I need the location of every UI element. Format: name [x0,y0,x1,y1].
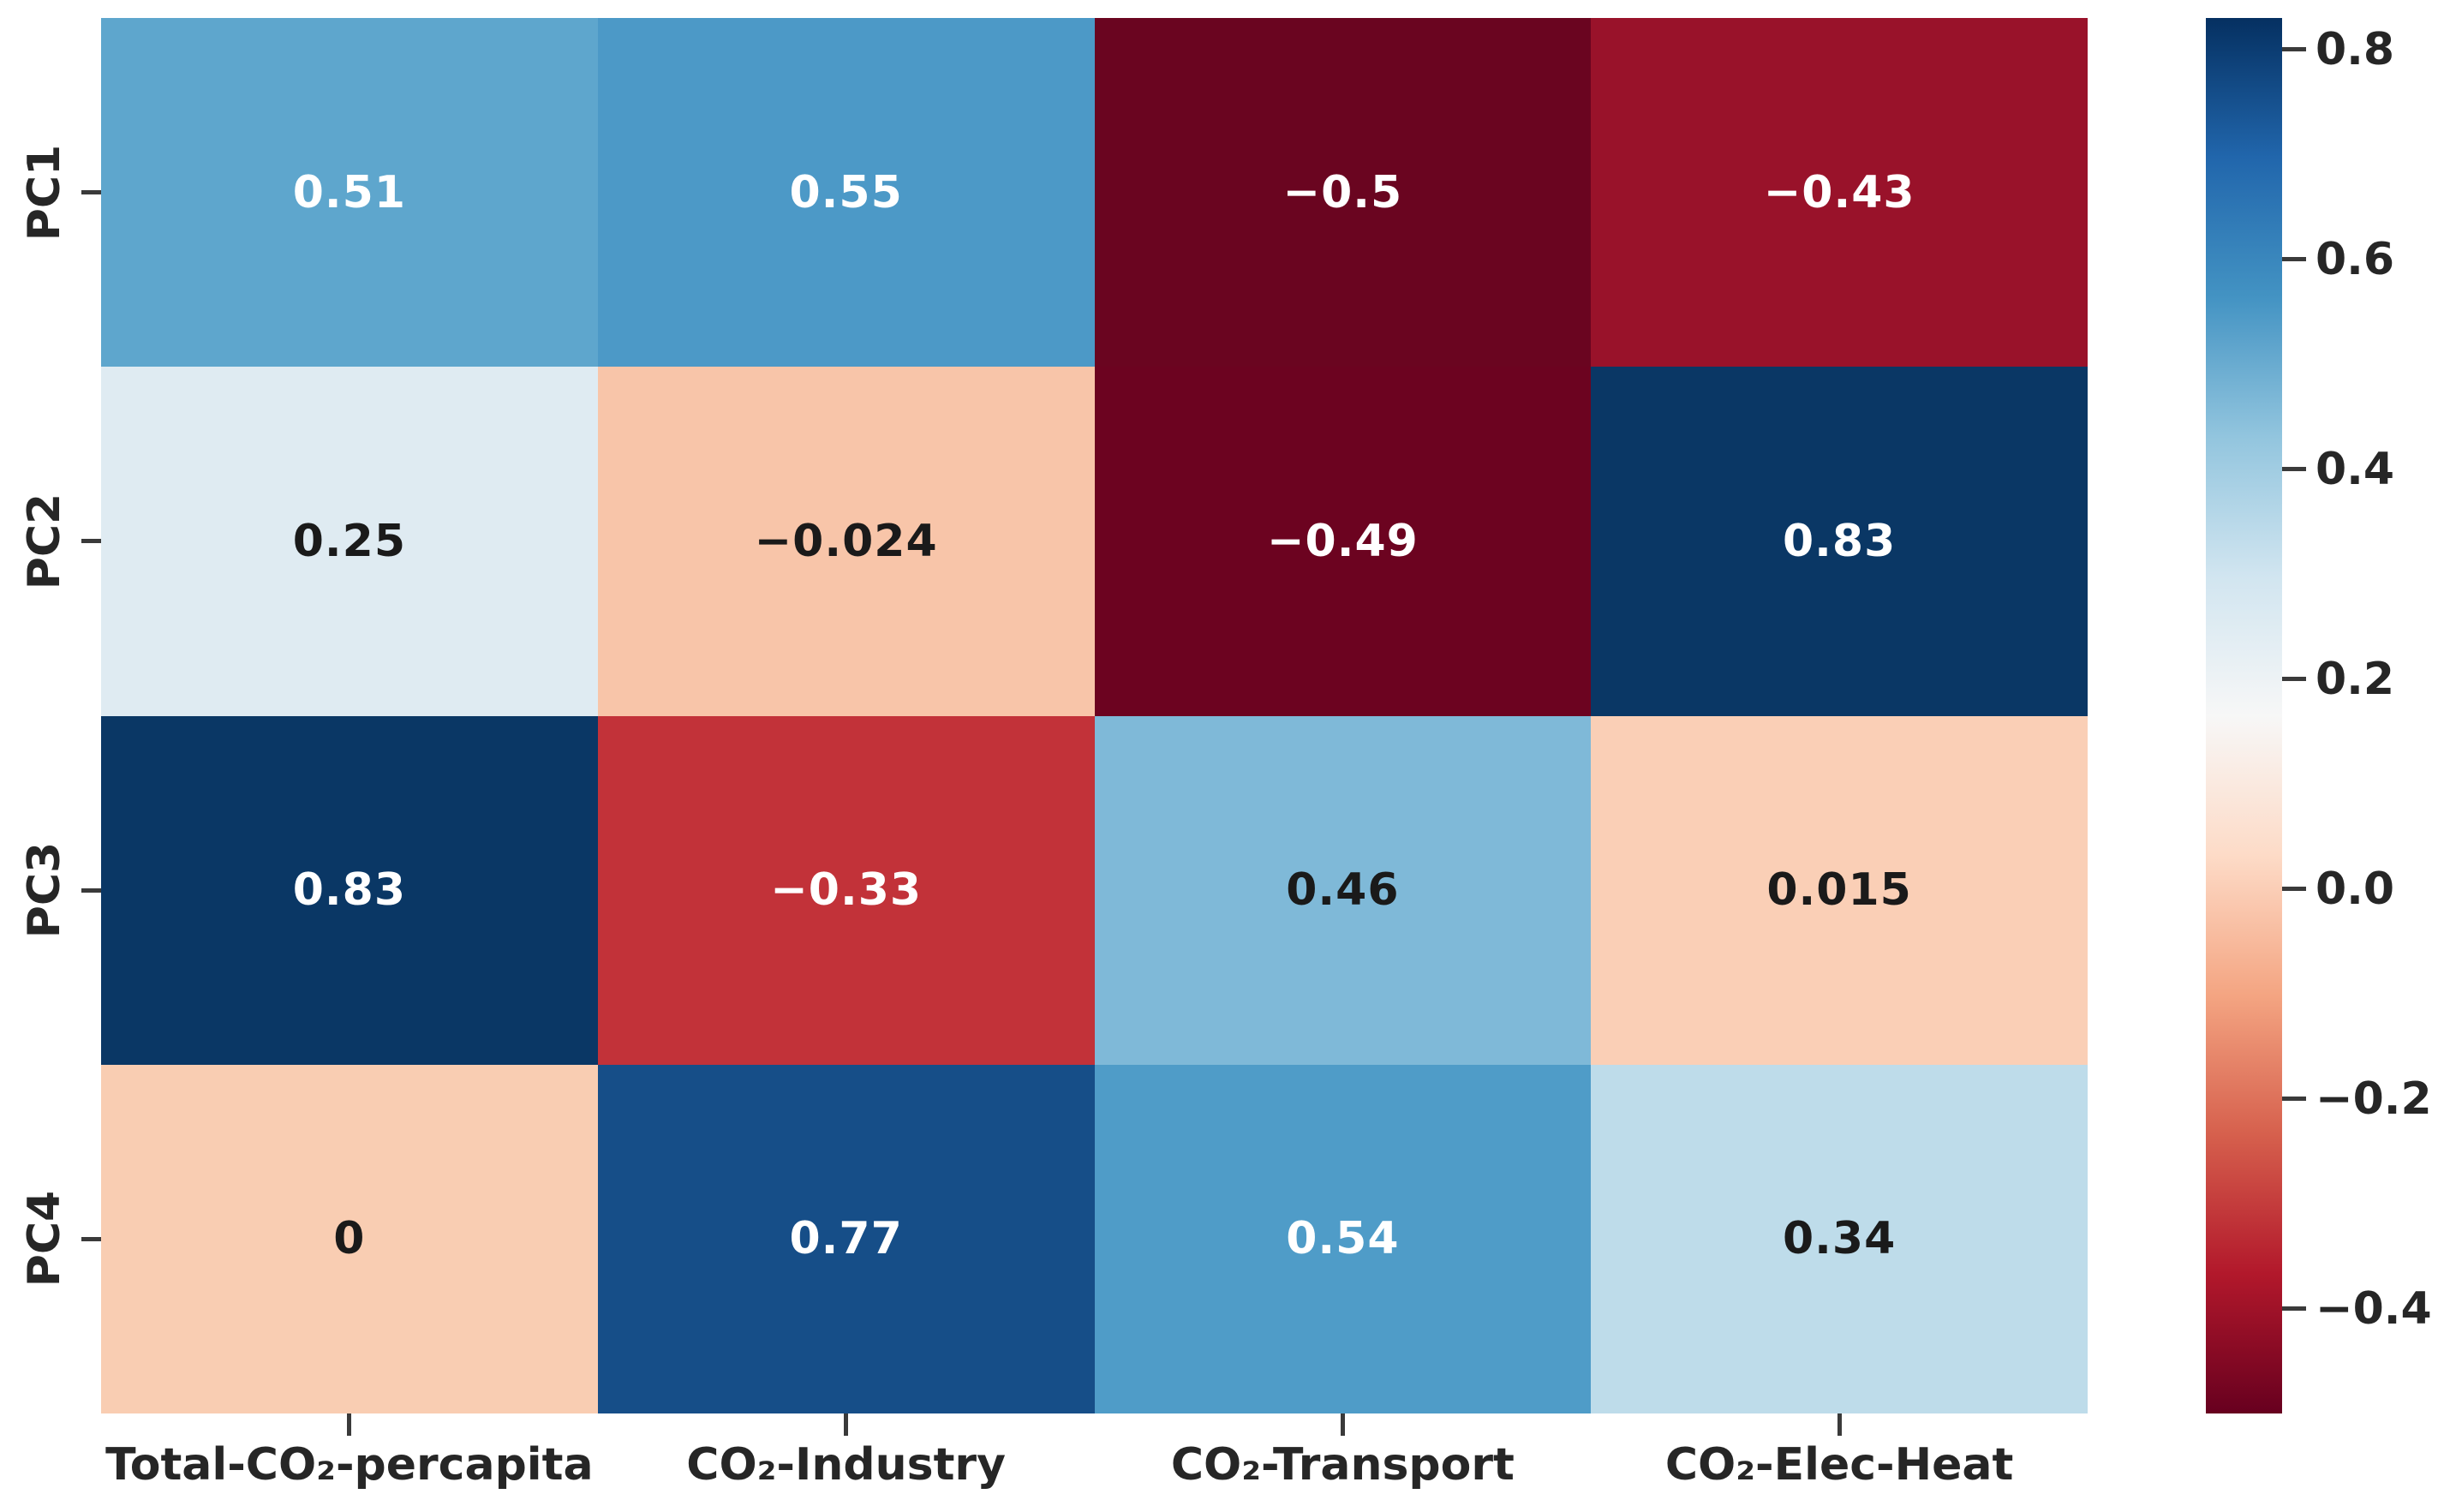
cell-value: 0.83 [1782,515,1897,567]
heatmap-cell: 0.51 [101,18,598,368]
x-tick-label: Total-CO₂-percapita [105,1439,594,1491]
cell-value: 0.46 [1286,864,1400,917]
cell-value: 0.34 [1782,1213,1897,1265]
cell-value: −0.5 [1282,166,1403,218]
x-tick [844,1413,849,1436]
heatmap-cell: −0.5 [1094,18,1592,368]
cell-value: −0.33 [770,864,923,917]
heatmap-cell: 0 [101,1064,598,1413]
colorbar-tick [2282,677,2306,682]
y-tick [81,539,101,544]
heatmap-cell: 0.25 [101,367,598,716]
colorbar-gradient [2206,18,2282,1413]
colorbar [2206,18,2282,1413]
cell-value: 0.55 [789,166,903,218]
colorbar-tick-label: 0.0 [2316,863,2395,915]
x-tick-label: CO₂-Industry [686,1439,1006,1491]
colorbar-tick-label: 0.2 [2316,653,2395,705]
x-tick [1837,1413,1842,1436]
heatmap-cell: −0.024 [597,367,1095,716]
colorbar-tick-label: 0.4 [2316,443,2395,495]
colorbar-tick [2282,257,2306,262]
heatmap-cell: 0.46 [1094,715,1592,1065]
colorbar-tick [2282,887,2306,892]
heatmap-cell: 0.54 [1094,1064,1592,1413]
cell-value: −0.49 [1266,515,1419,567]
y-tick [81,887,101,893]
y-tick [81,1236,101,1241]
heatmap-cell: 0.77 [597,1064,1095,1413]
colorbar-tick [2282,47,2306,52]
y-tick-label: PC4 [19,1191,70,1288]
heatmap-grid: 0.51 0.55 −0.5 −0.43 0.25 −0.024 −0.49 0.83 0.83… [101,18,2088,1413]
heatmap-cell: 0.83 [1591,367,2088,716]
y-tick [81,190,101,195]
x-tick [1340,1413,1345,1436]
heatmap-cell: −0.43 [1591,18,2088,368]
cell-value: 0.83 [292,864,407,917]
cell-value: 0.54 [1286,1213,1400,1265]
cell-value: 0.015 [1766,864,1912,917]
colorbar-tick [2282,1306,2306,1312]
cell-value: −0.43 [1763,166,1915,218]
heatmap-cell: 0.34 [1591,1064,2088,1413]
x-tick-label: CO₂-Transport [1170,1439,1515,1491]
heatmap-cell: 0.55 [597,18,1095,368]
y-tick-label: PC1 [19,144,70,241]
colorbar-tick [2282,467,2306,472]
heatmap-cell: −0.49 [1094,367,1592,716]
colorbar-tick [2282,1097,2306,1102]
colorbar-tick-label: −0.2 [2316,1073,2432,1125]
cell-value: 0.25 [292,515,407,567]
x-tick [347,1413,352,1436]
heatmap-cell: 0.83 [101,715,598,1065]
x-tick-label: CO₂-Elec-Heat [1664,1439,2014,1491]
colorbar-tick-label: −0.4 [2316,1282,2432,1335]
cell-value: 0.77 [789,1213,903,1265]
heatmap-cell: −0.33 [597,715,1095,1065]
cell-value: 0 [333,1213,366,1265]
heatmap-cell: 0.015 [1591,715,2088,1065]
y-tick-label: PC3 [19,841,70,939]
cell-value: −0.024 [754,515,938,567]
colorbar-tick-label: 0.8 [2316,23,2395,75]
colorbar-tick-label: 0.6 [2316,233,2395,285]
y-tick-label: PC2 [19,493,70,590]
cell-value: 0.51 [292,166,407,218]
